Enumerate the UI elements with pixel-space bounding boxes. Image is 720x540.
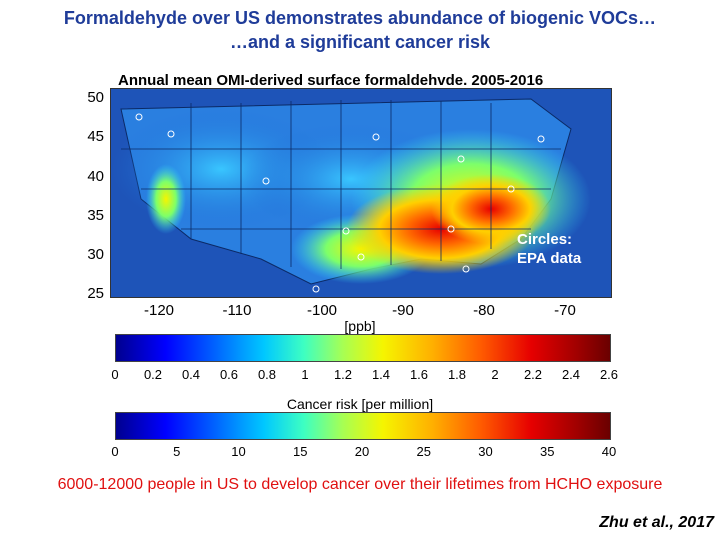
hcho-tick-label: 0.2 [143,367,163,382]
lon-label: -120 [143,302,175,319]
lon-label: -70 [554,302,576,319]
slide-title: Formaldehyde over US demonstrates abunda… [0,6,720,54]
lat-label: 45 [87,128,104,145]
title-line-2: …and a significant cancer risk [229,32,491,52]
risk-tick-label: 30 [478,444,493,459]
hcho-tick-label: 2.2 [523,367,543,382]
risk-tick-label: 15 [293,444,308,459]
hcho-tick-label: 1.8 [447,367,467,382]
map-title: Annual mean OMI-derived surface formalde… [118,72,544,89]
circles-note: Circles: EPA data [517,230,581,268]
hcho-colorbar-label: [ppb] [344,318,376,334]
hcho-tick-label: 1.2 [333,367,353,382]
conclusion-text: 6000-12000 people in US to develop cance… [57,476,663,493]
lat-label: 25 [87,285,104,302]
risk-tick-label: 25 [416,444,431,459]
hcho-tick-label: 2.4 [561,367,581,382]
hcho-tick-label: 0.4 [181,367,201,382]
hcho-tick-label: 2 [491,367,499,382]
title-line-1: Formaldehyde over US demonstrates abunda… [63,8,657,28]
lon-label: -90 [392,302,414,319]
hcho-tick-label: 0.8 [257,367,277,382]
risk-tick-label: 5 [173,444,181,459]
risk-colorbar [115,412,611,440]
lat-label: 50 [87,89,104,106]
hcho-tick-label: 2.6 [599,367,619,382]
lat-label: 35 [87,207,104,224]
hcho-colorbar [115,334,611,362]
lon-label: -110 [222,302,252,319]
risk-colorbar-label: Cancer risk [per million] [286,396,434,412]
risk-colorbar-ticks: 0 5 10 15 20 25 30 35 40 [111,444,616,460]
us-map-graphic [111,89,611,297]
risk-tick-label: 20 [354,444,370,459]
lat-label: 30 [87,246,104,263]
risk-tick-label: 10 [231,444,246,459]
hcho-tick-label: 1.4 [371,367,391,382]
lon-label: -100 [306,302,338,319]
risk-tick-label: 35 [540,444,555,459]
citation: Zhu et al., 2017 [599,514,714,531]
risk-tick-label: 40 [601,444,617,459]
hcho-tick-label: 1.6 [409,367,429,382]
circles-note-line-2: EPA data [517,250,582,267]
lat-label: 40 [87,168,104,185]
lon-label: -80 [473,302,495,319]
hcho-colorbar-ticks: 0 0.2 0.4 0.6 0.8 1 1.2 1.4 1.6 1.8 2 2.2 2.4 2.6 [111,367,618,383]
formaldehyde-map [110,88,612,298]
hcho-tick-label: 1 [301,367,309,382]
circles-note-line-1: Circles: [517,231,573,248]
hcho-tick-label: 0 [111,367,119,382]
hcho-tick-label: 0.6 [219,367,239,382]
risk-tick-label: 0 [111,444,119,459]
